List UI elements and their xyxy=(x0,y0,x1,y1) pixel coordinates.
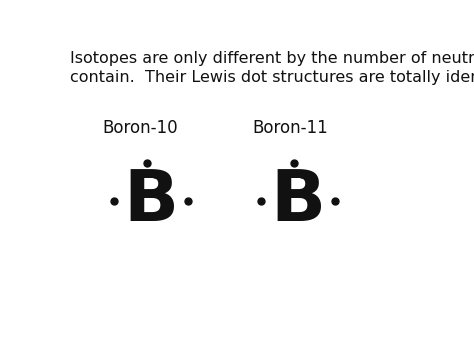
Text: B: B xyxy=(124,166,179,236)
Text: B: B xyxy=(271,166,326,236)
Text: Boron-10: Boron-10 xyxy=(102,119,178,137)
Text: Isotopes are only different by the number of neutrons they
contain.  Their Lewis: Isotopes are only different by the numbe… xyxy=(70,51,474,85)
Text: Boron-11: Boron-11 xyxy=(253,119,328,137)
